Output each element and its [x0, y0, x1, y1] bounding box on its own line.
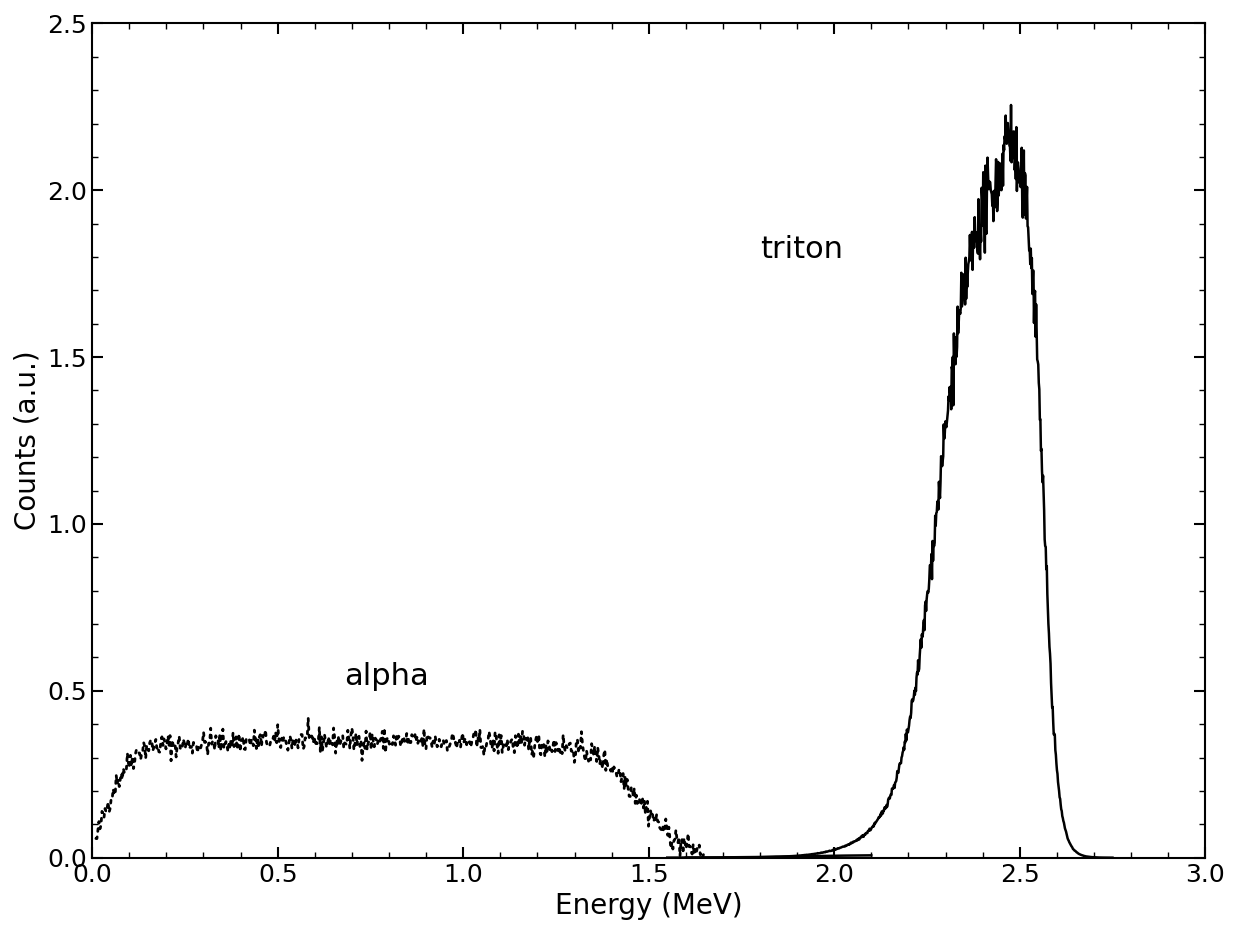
Text: triton: triton	[760, 234, 843, 263]
X-axis label: Energy (MeV): Energy (MeV)	[555, 892, 742, 920]
Y-axis label: Counts (a.u.): Counts (a.u.)	[14, 351, 42, 531]
Text: alpha: alpha	[344, 662, 429, 691]
